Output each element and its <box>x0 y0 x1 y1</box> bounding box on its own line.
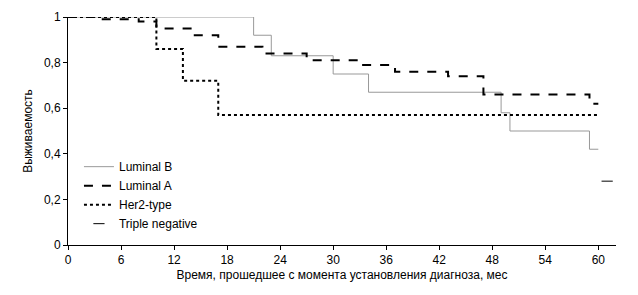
svg-text:60: 60 <box>592 253 606 267</box>
svg-text:Luminal A: Luminal A <box>119 179 172 193</box>
svg-text:0,8: 0,8 <box>44 56 61 70</box>
svg-text:42: 42 <box>433 253 447 267</box>
svg-text:0: 0 <box>65 253 72 267</box>
svg-text:Выживаемость: Выживаемость <box>21 89 35 173</box>
svg-text:18: 18 <box>220 253 234 267</box>
svg-text:30: 30 <box>326 253 340 267</box>
svg-text:0: 0 <box>54 238 61 252</box>
svg-text:Her2-type: Her2-type <box>119 198 172 212</box>
svg-text:48: 48 <box>486 253 500 267</box>
svg-text:0,2: 0,2 <box>44 193 61 207</box>
svg-text:36: 36 <box>380 253 394 267</box>
svg-text:6: 6 <box>118 253 125 267</box>
svg-text:0,4: 0,4 <box>44 147 61 161</box>
svg-text:Triple negative: Triple negative <box>119 217 198 231</box>
svg-text:0,6: 0,6 <box>44 101 61 115</box>
svg-text:1: 1 <box>54 10 61 24</box>
svg-text:54: 54 <box>539 253 553 267</box>
svg-text:24: 24 <box>273 253 287 267</box>
svg-text:Время, прошедшее с момента уст: Время, прошедшее с момента установления … <box>177 268 508 282</box>
svg-text:Luminal B: Luminal B <box>119 160 172 174</box>
svg-text:12: 12 <box>167 253 181 267</box>
